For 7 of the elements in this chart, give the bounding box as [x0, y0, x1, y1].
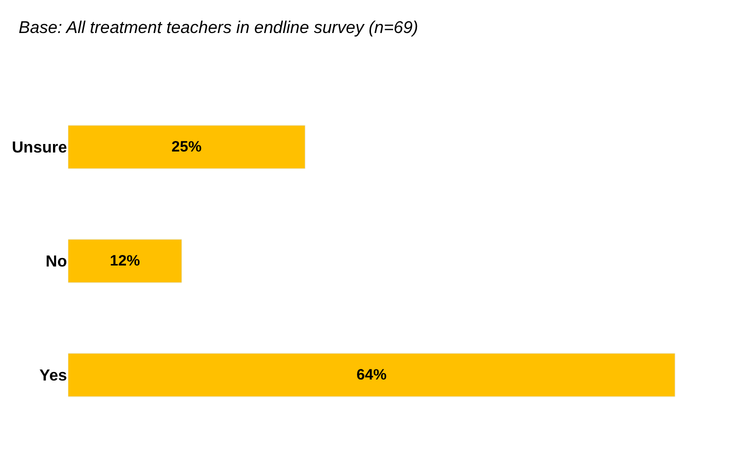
y-tick-label: No: [46, 254, 68, 271]
y-tick-label: Yes: [39, 368, 68, 385]
chart-title: Base: All treatment teachers in endline survey (n=69): [18, 18, 418, 38]
data-label: 12%: [110, 252, 140, 270]
data-label: 25%: [172, 138, 202, 156]
data-label: 64%: [356, 366, 387, 384]
y-tick-label: Unsure: [12, 140, 68, 157]
